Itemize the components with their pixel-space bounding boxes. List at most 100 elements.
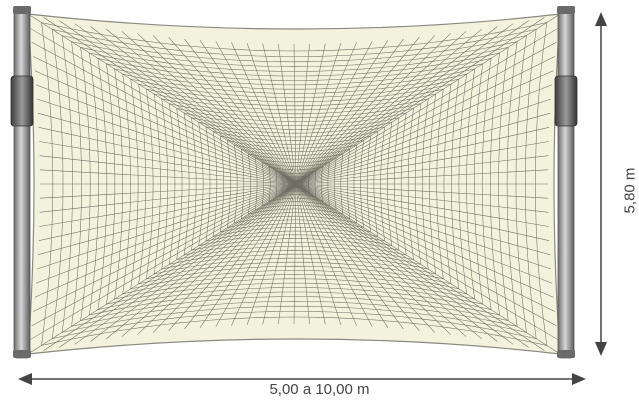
net-strand <box>29 27 297 185</box>
net-strand <box>39 155 297 185</box>
net-strand <box>295 98 552 185</box>
net-strand <box>295 183 310 325</box>
net-strand <box>90 26 297 185</box>
left-post <box>10 6 34 359</box>
net-strand <box>121 183 297 337</box>
net-strand <box>106 183 297 340</box>
net-strand <box>295 23 514 185</box>
net-strand <box>295 183 554 298</box>
net-strand <box>137 33 297 185</box>
net-strand <box>295 183 436 333</box>
net-strand <box>39 183 297 199</box>
net-strand <box>295 38 404 185</box>
net-strand <box>295 183 514 345</box>
net-strand <box>184 38 297 185</box>
net-strand <box>34 70 297 185</box>
net-strand <box>295 169 549 185</box>
net-strand <box>295 183 451 335</box>
net-strand <box>43 183 297 351</box>
net-strand <box>295 17 545 185</box>
net-strand <box>295 183 549 199</box>
net-strand <box>295 41 373 185</box>
net-strand <box>295 183 404 330</box>
net-strand <box>295 183 498 342</box>
net-strand <box>295 35 436 185</box>
net-strand <box>295 183 545 351</box>
net-strand <box>74 183 297 345</box>
net-strand <box>137 183 297 335</box>
net-strand <box>59 183 297 348</box>
net-strand <box>184 183 297 330</box>
net-strand <box>262 43 297 185</box>
net-strand <box>168 183 297 331</box>
net-strand <box>295 183 482 340</box>
net-strand <box>295 84 553 185</box>
net-strand <box>293 43 297 185</box>
net-strand <box>39 141 297 185</box>
net-strand <box>295 37 420 185</box>
net-strand <box>295 183 389 328</box>
net-strand <box>34 183 297 298</box>
net-strand <box>295 183 553 284</box>
net-strand <box>295 183 555 312</box>
net-strand <box>278 183 297 325</box>
net-strand <box>215 183 297 327</box>
net-strand <box>295 13 561 185</box>
net-strand <box>295 183 420 331</box>
net-strand <box>295 28 482 185</box>
net-strand <box>295 183 557 326</box>
net-strand <box>295 183 529 348</box>
net-strand <box>153 35 297 185</box>
net-strand <box>39 183 297 213</box>
width-dimension-arrow <box>18 373 586 385</box>
net-strand <box>106 28 297 185</box>
net-strand <box>231 42 297 185</box>
net-strand <box>37 112 297 185</box>
net-strand <box>36 183 297 270</box>
net-strand <box>295 183 550 241</box>
net-strand <box>153 183 297 333</box>
right-post <box>554 6 578 359</box>
net-strand <box>295 183 342 325</box>
net-strand <box>262 183 297 325</box>
net-strand <box>36 98 297 185</box>
net-strand <box>29 183 297 341</box>
net-strand <box>35 183 297 284</box>
net-strand <box>231 183 297 326</box>
net-strand <box>278 43 297 185</box>
net-strand <box>295 31 467 185</box>
net-strand <box>295 27 559 185</box>
net-strand <box>295 183 326 325</box>
net-strand <box>33 183 297 312</box>
net-strand <box>27 13 297 185</box>
net-strand <box>199 40 297 185</box>
net-strand <box>39 169 297 185</box>
net-strand <box>39 183 297 227</box>
net-strand <box>295 183 551 256</box>
net-strand <box>295 56 555 185</box>
net-strand <box>295 43 342 185</box>
net-strand <box>27 183 297 355</box>
net-strand <box>295 183 373 327</box>
net-strand <box>35 84 297 185</box>
net-strand <box>295 33 451 185</box>
net-strand <box>295 40 389 185</box>
net-strand <box>121 31 297 185</box>
net-strand <box>295 183 561 355</box>
net-strand <box>295 112 551 185</box>
net-strand <box>74 23 297 185</box>
net-strand <box>295 183 559 341</box>
net-strand <box>33 56 297 185</box>
net-strand <box>295 26 498 185</box>
net-strand <box>59 20 297 185</box>
height-dimension-label: 5,80 m <box>621 167 639 214</box>
net-strand <box>295 183 552 270</box>
net-strand <box>293 183 297 325</box>
width-dimension-label: 5,00 a 10,00 m <box>269 381 370 398</box>
net-strand <box>43 17 297 185</box>
net-strand <box>31 183 297 326</box>
net-mesh <box>27 13 561 355</box>
net-strand <box>295 155 549 185</box>
